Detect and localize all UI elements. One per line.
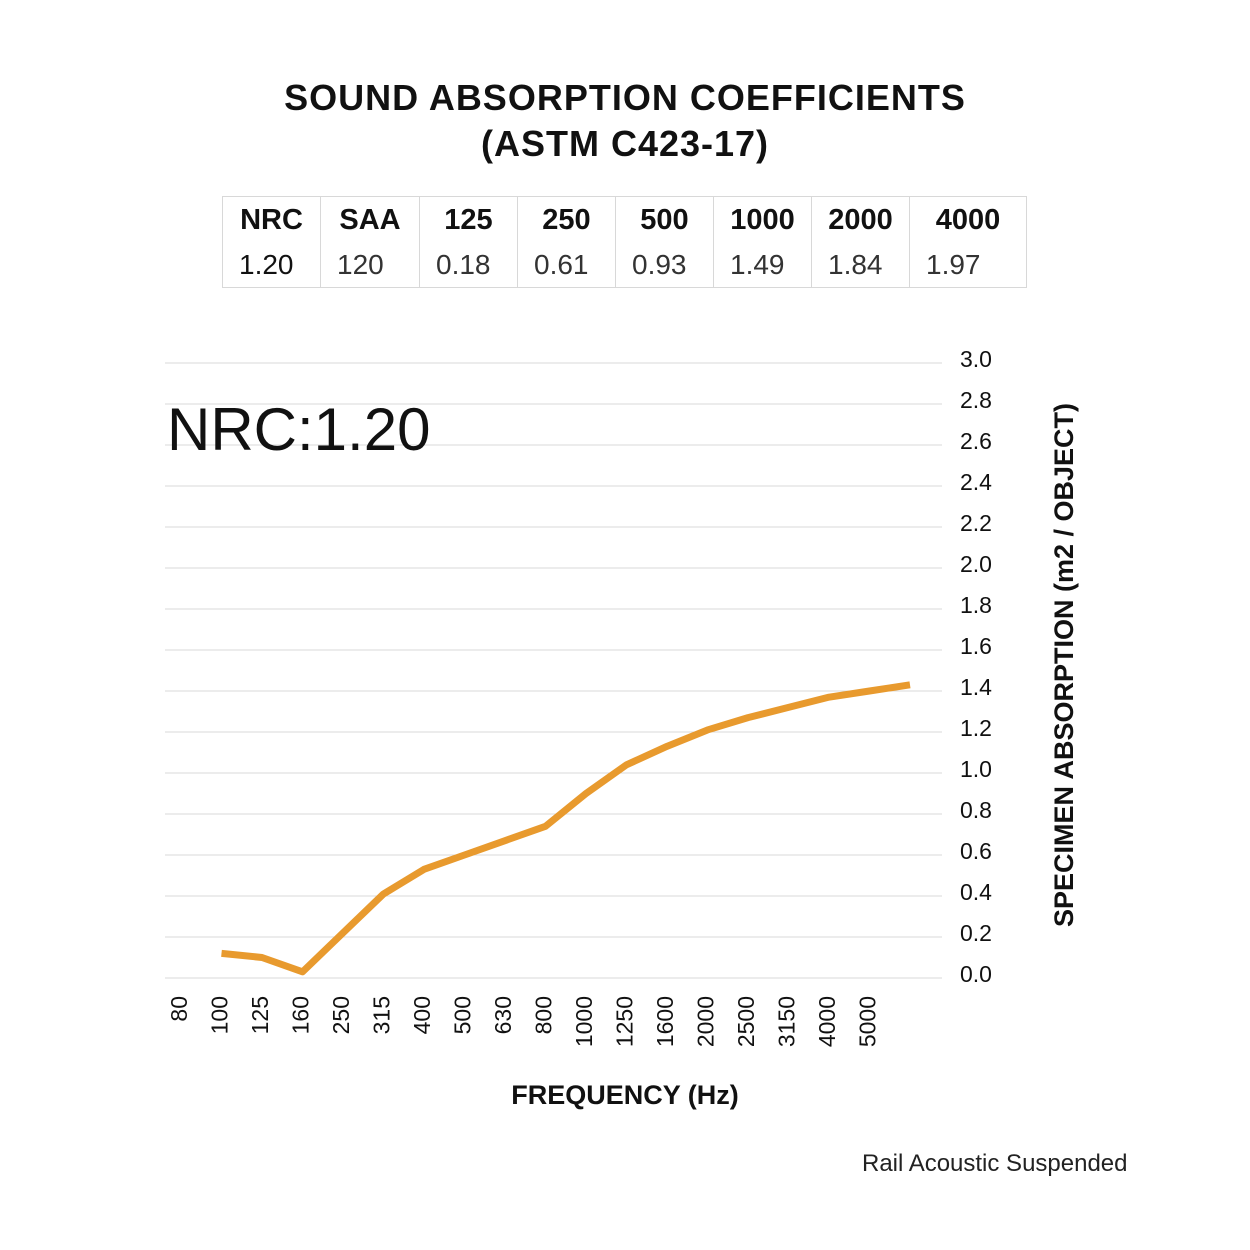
x-tick-label: 5000 [855,996,881,1047]
value-250: 0.61 [517,243,616,288]
y-tick-label: 1.0 [960,756,992,782]
y-tick-label: 1.4 [960,674,992,700]
x-tick-label: 3150 [774,996,800,1047]
y-tick-label: 0.0 [960,961,992,987]
y-tick-label: 2.2 [960,510,992,536]
y-tick-label: 1.8 [960,592,992,618]
header-4000: 4000 [909,196,1027,243]
header-2000: 2000 [811,196,910,243]
y-tick-label: 1.6 [960,633,992,659]
value-125: 0.18 [419,243,518,288]
x-tick-label: 1600 [652,996,678,1047]
value-1000: 1.49 [713,243,812,288]
x-tick-label: 80 [166,996,192,1022]
y-axis-label: SPECIMEN ABSORPTION (m2 / OBJECT) [1049,403,1079,927]
coefficient-value-row: 1.20 120 0.18 0.61 0.93 1.49 1.84 1.97 [222,243,1027,288]
y-tick-label: 2.0 [960,551,992,577]
y-tick-label: 2.8 [960,387,992,413]
coefficient-table: NRC SAA 125 250 500 1000 2000 4000 1.20 … [222,196,1027,288]
y-tick-label: 1.2 [960,715,992,741]
y-tick-label: 2.4 [960,469,992,495]
coefficient-header-row: NRC SAA 125 250 500 1000 2000 4000 [222,196,1027,243]
value-nrc: 1.20 [222,243,321,288]
x-tick-label: 1000 [571,996,597,1047]
x-tick-label: 500 [450,996,476,1034]
product-name: Rail Acoustic Suspended [862,1150,1128,1177]
y-tick-label: 0.6 [960,838,992,864]
x-tick-label: 2500 [733,996,759,1047]
header-125: 125 [419,196,518,243]
x-axis-label: FREQUENCY (Hz) [511,1080,739,1110]
nrc-annotation: NRC:1.20 [167,396,430,463]
header-250: 250 [517,196,616,243]
x-tick-label: 250 [328,996,354,1034]
x-tick-label: 160 [288,996,314,1034]
header-500: 500 [615,196,714,243]
y-tick-label: 2.6 [960,428,992,454]
y-tick-label: 0.4 [960,879,992,905]
y-tick-label: 0.2 [960,920,992,946]
x-tick-label: 400 [409,996,435,1034]
header-1000: 1000 [713,196,812,243]
x-tick-label: 315 [369,996,395,1034]
chart-title-line-1: SOUND ABSORPTION COEFFICIENTS [284,77,966,118]
value-saa: 120 [320,243,420,288]
value-2000: 1.84 [811,243,910,288]
x-tick-label: 4000 [814,996,840,1047]
chart-title-line-2: (ASTM C423-17) [480,123,770,164]
y-tick-label: 3.0 [960,346,992,372]
header-nrc: NRC [222,196,321,243]
x-tick-label: 2000 [693,996,719,1047]
x-tick-label: 125 [247,996,273,1034]
x-tick-label: 100 [207,996,233,1034]
value-500: 0.93 [615,243,714,288]
value-4000: 1.97 [909,243,1027,288]
absorption-series-line [221,681,911,976]
x-tick-label: 800 [531,996,557,1034]
x-tick-label: 1250 [612,996,638,1047]
x-tick-label: 630 [490,996,516,1034]
y-tick-label: 0.8 [960,797,992,823]
